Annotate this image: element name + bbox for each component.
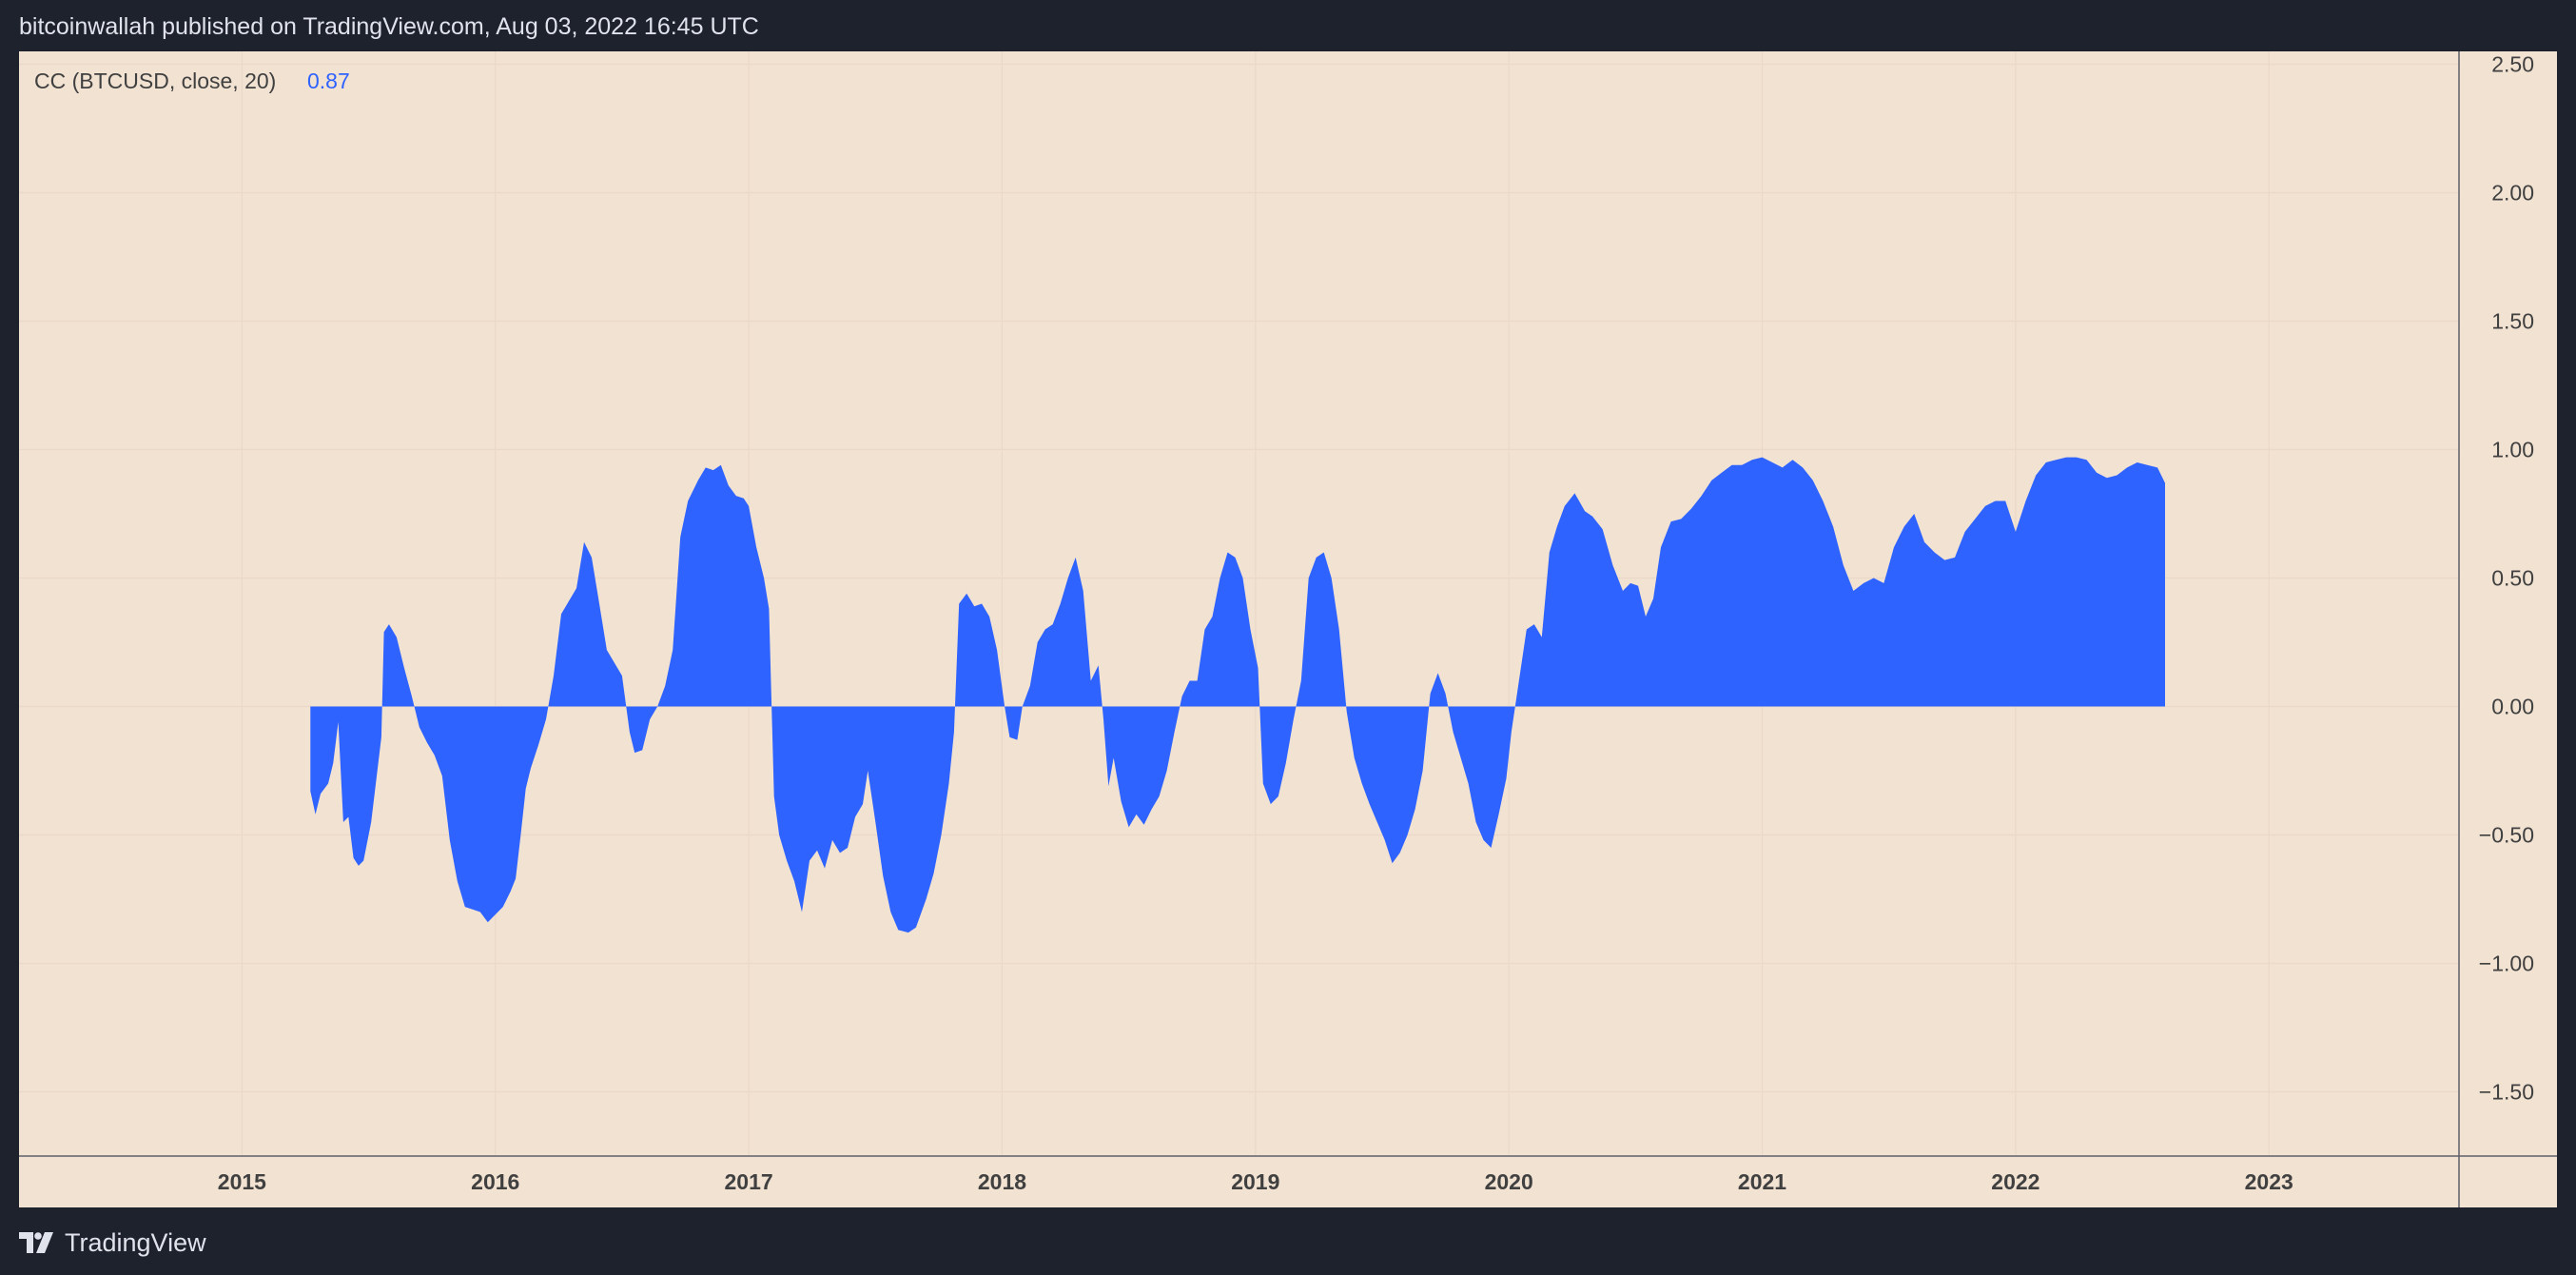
x-tick-label: 2019 — [1231, 1169, 1279, 1194]
y-tick-label: 1.50 — [2491, 309, 2534, 334]
time-scale[interactable]: 2015 2016 2017 2018 2019 2020 2021 2022 2023 — [218, 1169, 2293, 1194]
x-tick-label: 2017 — [725, 1169, 773, 1194]
y-tick-label: −0.50 — [2479, 823, 2534, 848]
footer-brand[interactable]: TradingView — [19, 1227, 206, 1258]
x-tick-label: 2021 — [1738, 1169, 1786, 1194]
publish-info: bitcoinwallah published on TradingView.c… — [19, 13, 759, 40]
y-tick-label: 2.50 — [2491, 52, 2534, 77]
x-tick-label: 2023 — [2245, 1169, 2293, 1194]
y-tick-label: 1.00 — [2491, 438, 2534, 462]
y-tick-label: 0.00 — [2491, 695, 2534, 719]
legend-series-value: 0.87 — [307, 69, 350, 93]
price-scale[interactable]: 2.50 2.00 1.50 1.00 0.50 0.00 −0.50 −1.00 −1.50 — [2479, 52, 2534, 1105]
grid-lines — [19, 51, 2459, 1156]
footer-brand-label: TradingView — [65, 1227, 206, 1257]
series-area-cc[interactable] — [310, 457, 2165, 933]
tradingview-logo-icon — [19, 1232, 53, 1253]
y-tick-label: −1.00 — [2479, 951, 2534, 976]
legend-series-name[interactable]: CC (BTCUSD, close, 20) — [34, 69, 276, 93]
y-tick-label: −1.50 — [2479, 1080, 2534, 1105]
x-tick-label: 2020 — [1485, 1169, 1533, 1194]
x-tick-label: 2016 — [471, 1169, 519, 1194]
x-tick-label: 2018 — [978, 1169, 1026, 1194]
plot-background — [19, 51, 2557, 1207]
x-tick-label: 2015 — [218, 1169, 266, 1194]
y-tick-label: 0.50 — [2491, 566, 2534, 591]
y-tick-label: 2.00 — [2491, 181, 2534, 206]
x-tick-label: 2022 — [1991, 1169, 2039, 1194]
